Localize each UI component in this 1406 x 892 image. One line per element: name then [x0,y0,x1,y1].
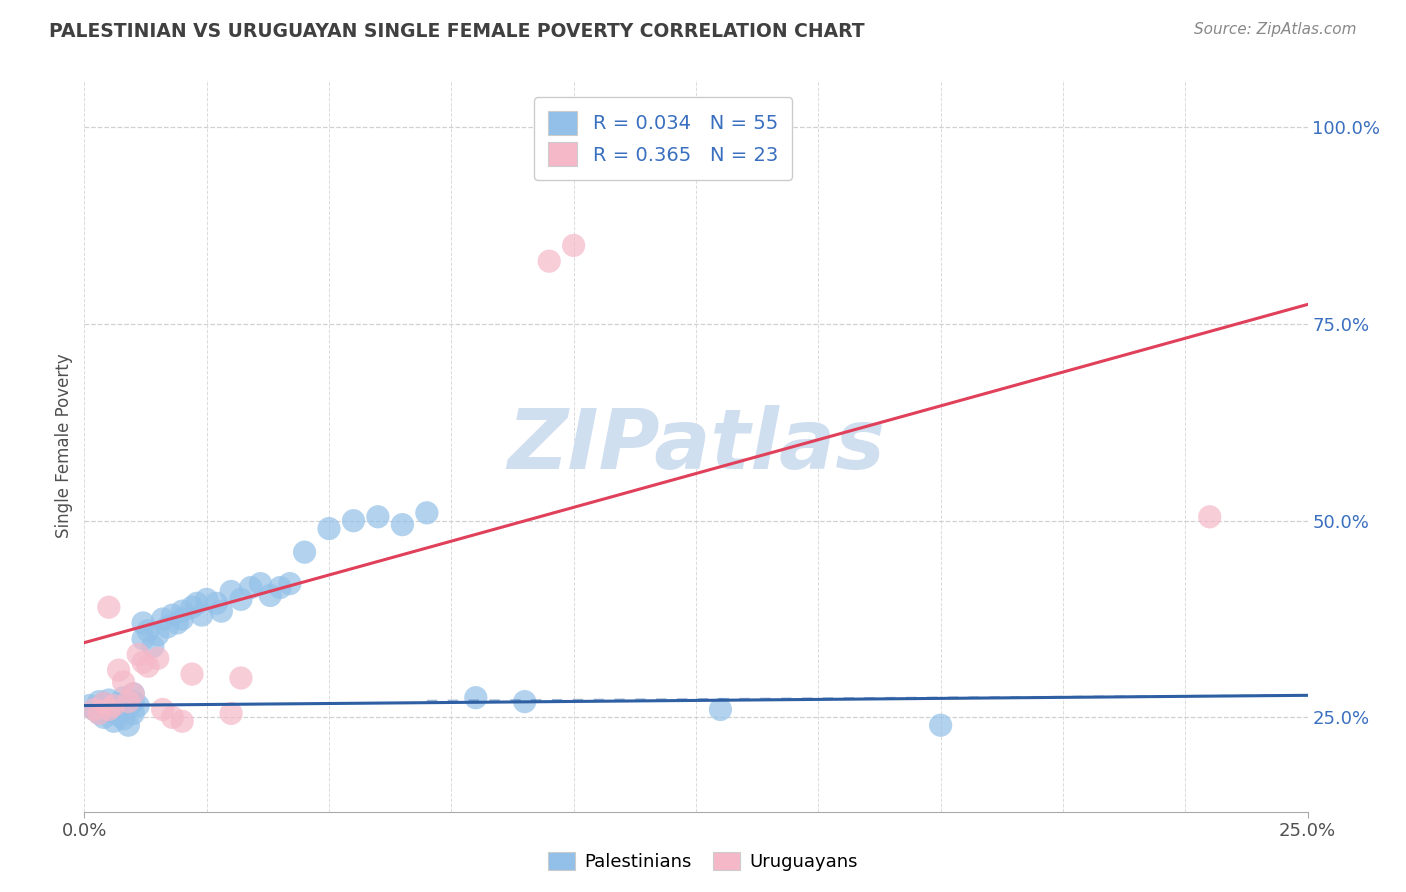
Point [83,702,105,716]
Point [77,698,100,713]
Point [278,576,301,591]
Point [93,696,115,710]
Legend: Palestinians, Uruguayans: Palestinians, Uruguayans [541,845,865,879]
Point [87,706,110,721]
Point [97,704,120,718]
Point [127,698,149,713]
Point [103,702,125,716]
Point [162,608,184,623]
Point [152,612,174,626]
Text: PALESTINIAN VS URUGUAYAN SINGLE FEMALE POVERTY CORRELATION CHART: PALESTINIAN VS URUGUAYAN SINGLE FEMALE P… [49,22,865,41]
Point [107,708,129,723]
Point [562,238,585,252]
Point [205,596,228,610]
Point [464,690,486,705]
Point [107,697,129,711]
Point [259,589,281,603]
Text: Source: ZipAtlas.com: Source: ZipAtlas.com [1194,22,1357,37]
Point [318,522,340,536]
Point [122,687,145,701]
Point [294,545,316,559]
Point [367,509,389,524]
Point [172,604,194,618]
Point [1198,509,1220,524]
Point [142,640,165,654]
Point [166,615,188,630]
Point [122,706,145,721]
Point [136,659,159,673]
Point [172,714,194,729]
Legend: R = 0.034   N = 55, R = 0.365   N = 23: R = 0.034 N = 55, R = 0.365 N = 23 [534,97,792,180]
Point [229,592,252,607]
Point [152,702,174,716]
Point [538,254,561,268]
Point [112,690,135,705]
Point [162,710,184,724]
Point [513,695,536,709]
Point [416,506,439,520]
Point [146,628,169,642]
Point [97,700,120,714]
Point [117,701,139,715]
Text: ZIPatlas: ZIPatlas [508,406,884,486]
Point [209,604,232,618]
Y-axis label: Single Female Poverty: Single Female Poverty [55,354,73,538]
Point [117,718,139,732]
Point [112,675,135,690]
Point [929,718,952,732]
Point [87,706,110,721]
Point [97,702,120,716]
Point [219,584,242,599]
Point [83,702,105,716]
Point [93,710,115,724]
Point [97,600,120,615]
Point [249,576,271,591]
Point [93,696,115,710]
Point [117,695,139,709]
Point [229,671,252,685]
Point [191,608,214,623]
Point [97,693,120,707]
Point [132,632,155,646]
Point [186,596,208,610]
Point [342,514,364,528]
Point [156,620,179,634]
Point [269,581,291,595]
Point [132,615,155,630]
Point [103,714,125,729]
Point [181,667,204,681]
Point [112,712,135,726]
Point [239,581,262,595]
Point [103,698,125,713]
Point [709,702,731,716]
Point [146,651,169,665]
Point [136,624,159,638]
Point [172,612,194,626]
Point [219,706,242,721]
Point [181,600,204,615]
Point [107,663,129,677]
Point [132,655,155,669]
Point [391,517,413,532]
Point [127,648,149,662]
Point [195,592,218,607]
Point [122,695,145,709]
Point [87,695,110,709]
Point [122,687,145,701]
